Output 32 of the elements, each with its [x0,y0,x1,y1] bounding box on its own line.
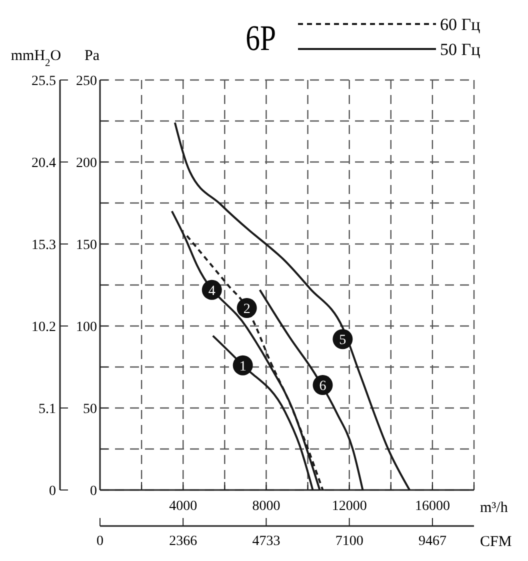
x2-tick-label: 9467 [418,534,446,549]
y2-tick-label: 10.2 [32,320,56,335]
y2-axis-title: mmH$_{2}$O [10,48,62,68]
y2-tick-label: 5.1 [38,402,56,417]
y2-tick-label: 15.3 [32,238,56,253]
x2-tick-label: 4733 [252,534,280,549]
y-axis-title: Pa [84,48,100,64]
text: 60 Гц [440,15,480,34]
annotation: 6 [319,379,326,394]
annotation: 4 [208,284,216,299]
x2-tick-label: 2366 [169,534,198,549]
x-tick-label: 16000 [414,499,450,514]
x-tick-label: 4000 [169,499,198,514]
text: 50 Гц [440,40,480,59]
annotation: 2 [243,302,250,317]
y-tick-label: 150 [76,238,97,253]
y-tick-label: 200 [76,156,97,171]
annotation: 5 [339,333,346,348]
y2-tick-label: 20.4 [32,156,56,171]
x-axis-title: m³/h [480,500,508,516]
y-tick-label: 0 [90,484,97,499]
y-tick-label: 50 [83,402,97,417]
y-tick-label: 100 [76,320,97,335]
chart-title: 6P [246,19,276,59]
x2-axis-title: CFM [480,534,512,550]
y2-tick-label: 25.5 [32,74,56,89]
y-tick-label: 250 [76,74,97,89]
x-tick-label: 12000 [332,499,367,514]
y2-tick-label: 0 [49,484,56,499]
annotation: 1 [239,359,246,374]
x2-tick-label: 7100 [335,534,364,549]
x-tick-label: 8000 [252,499,280,514]
